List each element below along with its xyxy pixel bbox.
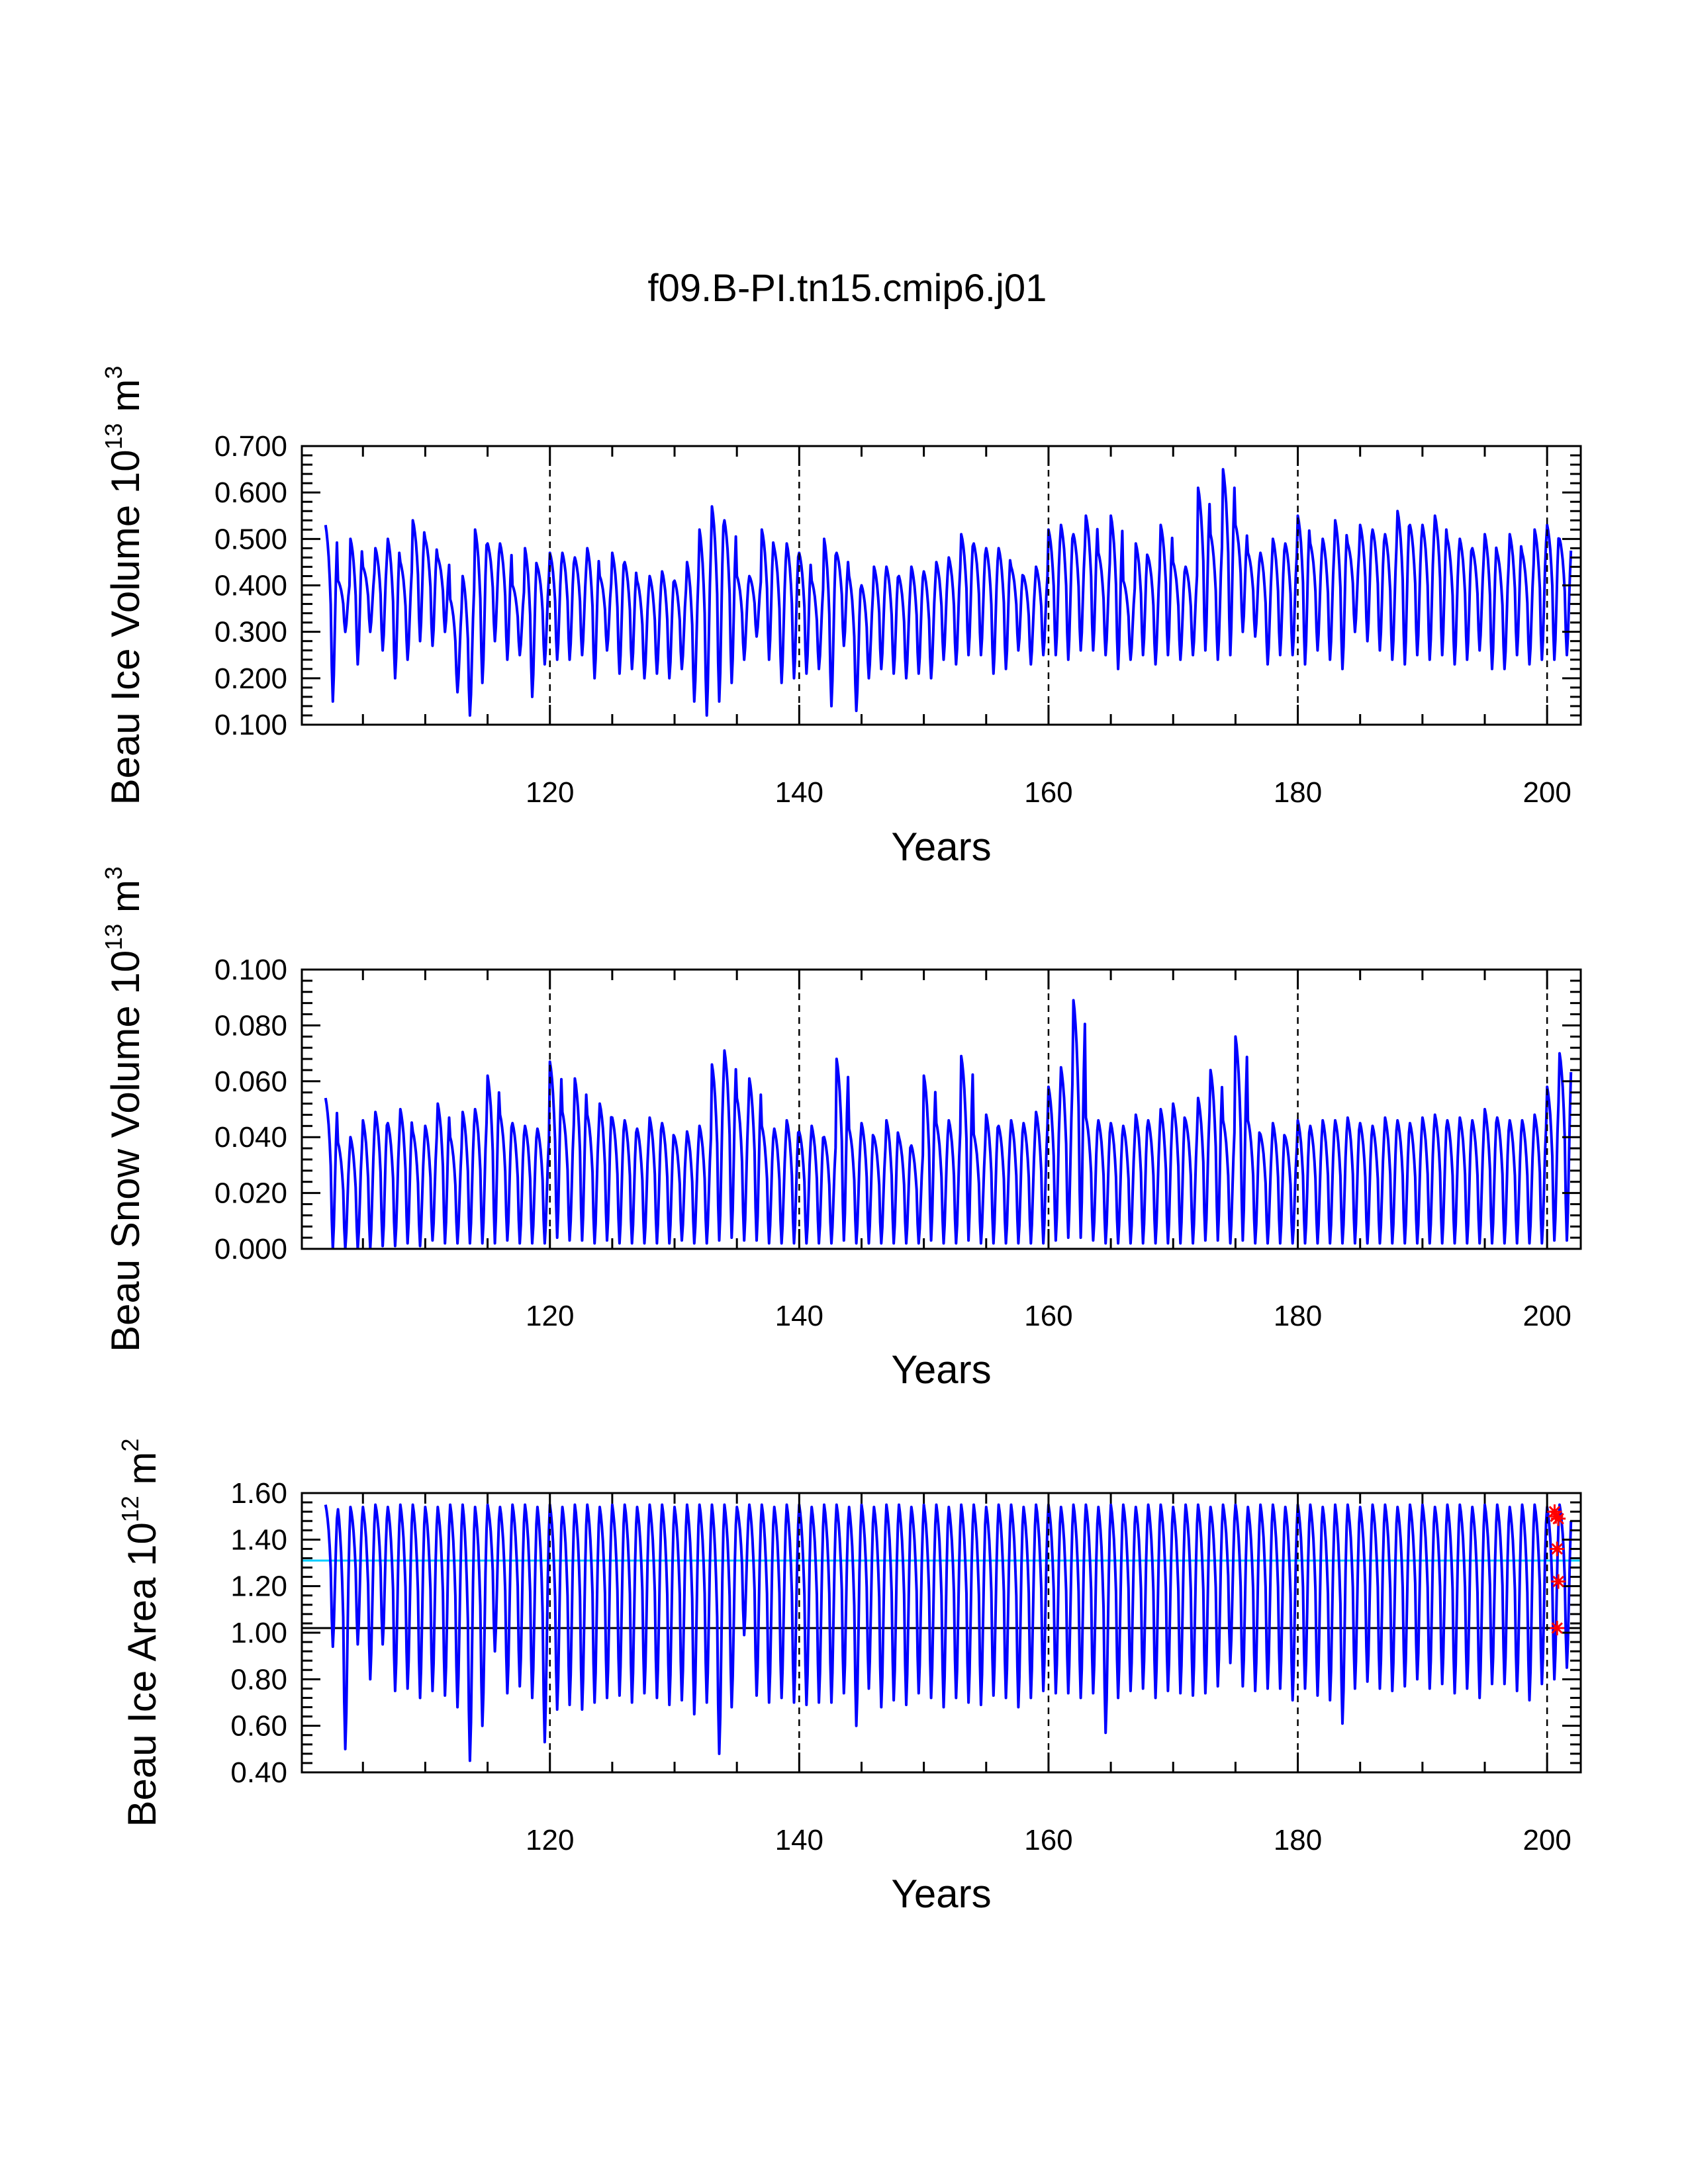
- ice-area-x-tick-label: 160: [1024, 1824, 1072, 1856]
- snow-volume-ylabel-exponent: 13: [100, 924, 127, 950]
- ice-volume-ylabel-unit-power: 3: [100, 366, 127, 379]
- ice-area-y-tick-label: 0.80: [230, 1663, 287, 1696]
- snow-volume-panel: 120 140 160 180 200 0.000 0.020 0.040 0.060 0.08…: [100, 866, 1582, 1392]
- ice-area-marker-3: [1551, 1511, 1566, 1526]
- ice-volume-x-tick-label: 160: [1024, 776, 1072, 809]
- snow-volume-series-line: [324, 999, 1573, 1249]
- snow-volume-x-tick-label: 200: [1523, 1300, 1571, 1332]
- ice-volume-y-tick-label: 0.400: [214, 570, 287, 602]
- ice-area-y-tick-label: 1.00: [230, 1617, 287, 1649]
- snow-volume-plot-area: [324, 970, 1573, 1249]
- ice-volume-x-tick-label: 200: [1523, 776, 1571, 809]
- ice-area-y-tick-labels: 0.40 0.60 0.80 1.00 1.20 1.40 1.60: [230, 1477, 287, 1789]
- ice-area-ylabel-exponent: 12: [117, 1496, 144, 1522]
- snow-volume-x-tick-label: 160: [1024, 1300, 1072, 1332]
- ice-volume-y-tick-label: 0.700: [214, 430, 287, 463]
- ice-area-y-axis-title: Beau Ice Area 1012 m2: [117, 1438, 164, 1827]
- ice-volume-y-tick-labels: 0.100 0.200 0.300 0.400 0.500 0.600 0.700: [214, 430, 287, 741]
- figure-title: f09.B-PI.tn15.cmip6.j01: [648, 267, 1047, 310]
- ice-volume-y-tick-label: 0.200: [214, 662, 287, 695]
- ice-volume-ylabel-unit: m: [103, 379, 148, 424]
- ice-area-plot-area: [302, 1493, 1581, 1772]
- snow-volume-y-tick-label: 0.000: [214, 1233, 287, 1265]
- ice-area-y-tick-label: 1.60: [230, 1477, 287, 1510]
- snow-volume-y-tick-label: 0.100: [214, 954, 287, 986]
- ice-volume-plot-area: [324, 446, 1573, 725]
- snow-volume-y-tick-label: 0.020: [214, 1177, 287, 1210]
- snow-volume-y-tick-labels: 0.000 0.020 0.040 0.060 0.080 0.100: [214, 954, 287, 1265]
- ice-volume-frame: [301, 445, 1582, 726]
- snow-volume-ylabel-unit-power: 3: [100, 866, 127, 880]
- ice-volume-ylabel-main: Beau Ice Volume 10: [103, 449, 148, 805]
- ice-area-y-tick-label: 1.20: [230, 1570, 287, 1603]
- ice-area-panel: 120 140 160 180 200 0.40 0.60 0.80 1.00 1.20 1.40…: [117, 1438, 1582, 1916]
- ice-area-ylabel-unit: m: [120, 1451, 164, 1496]
- snow-volume-x-tick-label: 120: [526, 1300, 574, 1332]
- snow-volume-ylabel-main: Beau Snow Volume 10: [103, 950, 148, 1352]
- snow-volume-x-tick-label: 180: [1274, 1300, 1322, 1332]
- ice-area-frame: [301, 1492, 1582, 1774]
- snow-volume-y-axis-title: Beau Snow Volume 1013 m3: [100, 866, 148, 1352]
- ice-area-ylabel-unit-power: 2: [117, 1438, 144, 1451]
- ice-volume-x-axis-title: Years: [891, 825, 991, 869]
- ice-volume-x-tick-label: 180: [1274, 776, 1322, 809]
- ice-volume-y-tick-label: 0.500: [214, 523, 287, 555]
- ice-area-x-tick-label: 120: [526, 1824, 574, 1856]
- ice-area-x-tick-label: 140: [775, 1824, 823, 1856]
- ice-volume-series-line: [324, 468, 1573, 717]
- ice-area-ylabel-main: Beau Ice Area 10: [120, 1522, 164, 1827]
- ice-volume-x-tick-label: 140: [775, 776, 823, 809]
- ice-area-y-tick-label: 1.40: [230, 1524, 287, 1556]
- snow-volume-y-tick-label: 0.060: [214, 1066, 287, 1098]
- ice-area-marker-4: [1550, 1541, 1565, 1557]
- ice-area-x-tick-labels: 120 140 160 180 200: [526, 1824, 1571, 1856]
- snow-volume-x-tick-labels: 120 140 160 180 200: [526, 1300, 1571, 1332]
- ice-area-marker-6: [1550, 1620, 1565, 1635]
- snow-volume-frame: [301, 968, 1582, 1250]
- ice-area-y-tick-label: 0.40: [230, 1756, 287, 1789]
- snow-volume-y-tick-label: 0.080: [214, 1009, 287, 1042]
- snow-volume-x-axis-title: Years: [891, 1347, 991, 1392]
- ice-area-series-line: [324, 1503, 1573, 1762]
- ice-volume-y-tick-label: 0.600: [214, 477, 287, 509]
- ice-volume-x-tick-label: 120: [526, 776, 574, 809]
- ice-volume-y-tick-label: 0.100: [214, 709, 287, 741]
- snow-volume-ylabel-unit: m: [103, 880, 148, 924]
- ice-volume-y-tick-label: 0.300: [214, 616, 287, 649]
- ice-volume-ylabel-exponent: 13: [100, 423, 127, 449]
- ice-volume-x-tick-labels: 120 140 160 180 200: [526, 776, 1571, 809]
- snow-volume-x-tick-label: 140: [775, 1300, 823, 1332]
- ice-area-x-tick-label: 180: [1274, 1824, 1322, 1856]
- snow-volume-y-tick-label: 0.040: [214, 1121, 287, 1154]
- ice-volume-panel: 120 140 160 180 200 0.100 0.200 0.300 0.400 0.50…: [100, 366, 1582, 869]
- ice-area-y-tick-label: 0.60: [230, 1710, 287, 1743]
- ice-volume-y-axis-title: Beau Ice Volume 1013 m3: [100, 366, 148, 805]
- ice-area-x-tick-label: 200: [1523, 1824, 1571, 1856]
- ice-area-x-axis-title: Years: [891, 1872, 991, 1916]
- ice-area-marker-5: [1551, 1574, 1566, 1589]
